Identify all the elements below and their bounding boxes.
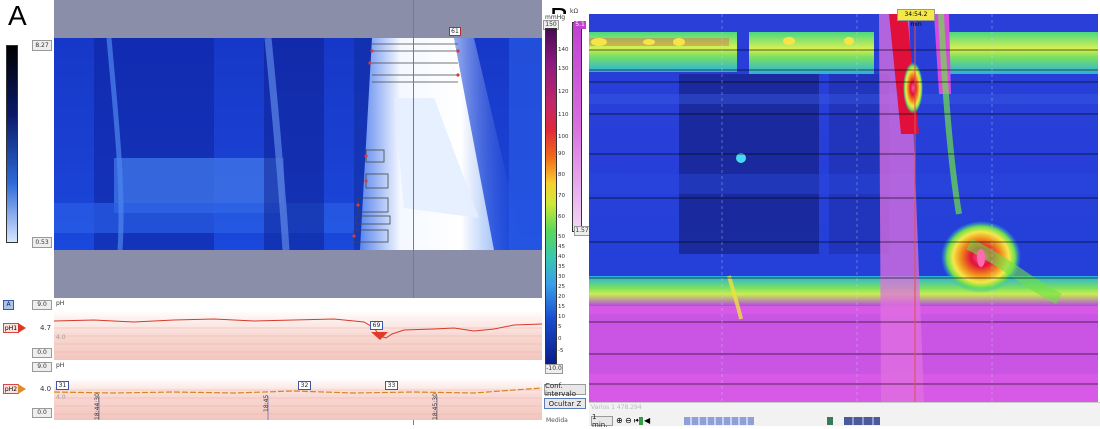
panel-a-label: A xyxy=(8,0,27,31)
ph2-trace-area[interactable]: pH 4.0 31 32 33 18:44:30 18:45 18:45:30 xyxy=(54,360,542,420)
tick-30: 30 xyxy=(558,274,565,280)
panel-a-top-band xyxy=(54,0,542,38)
impedance-bottom: 1.57 xyxy=(574,226,590,236)
ph1-channel-tag[interactable]: pH1 xyxy=(3,323,26,333)
marker-green[interactable] xyxy=(639,417,643,425)
ph2-bottom-value: 0.0 xyxy=(32,408,52,418)
ph2-arrow-icon xyxy=(18,384,26,394)
ph2-value: 4.0 xyxy=(40,385,52,393)
time-tag-text: 34:54.2 min xyxy=(904,11,928,28)
zoom-in-icon[interactable]: ⊕ xyxy=(616,416,623,425)
tick-0: 0 xyxy=(558,336,562,342)
ph1-arrow-icon xyxy=(18,323,26,333)
ph1-value: 4.7 xyxy=(40,324,52,332)
tick-35: 35 xyxy=(558,264,565,270)
faint-version-text: Varios 1 478.294 xyxy=(591,404,642,411)
color-scale-bar xyxy=(6,45,18,243)
tick-50: 50 xyxy=(558,234,565,240)
ph2-trace xyxy=(54,387,542,420)
ph2-channel-tag[interactable]: pH2 xyxy=(3,384,26,394)
ph2-marker-33[interactable]: 33 xyxy=(385,381,398,390)
zoom-out-icon[interactable]: ⊖ xyxy=(625,416,632,425)
ph2-threshold-label: 4.0 xyxy=(56,394,66,401)
tick-120: 120 xyxy=(558,89,569,95)
tick-10: 10 xyxy=(558,314,565,320)
tick-25: 25 xyxy=(558,284,565,290)
impedance-color-scale xyxy=(572,22,582,232)
time-cursor[interactable] xyxy=(413,0,414,425)
scale-bottom-value: 0.53 xyxy=(32,237,52,248)
previous-icon[interactable]: ◀ xyxy=(644,416,651,425)
pressure-color-scale xyxy=(545,28,557,366)
ph1-event-marker[interactable]: 69 xyxy=(370,321,383,330)
tick-70: 70 xyxy=(558,193,565,199)
marker-block-1[interactable] xyxy=(827,417,833,425)
time-tag[interactable]: 34:54.2 min xyxy=(897,9,935,28)
ph1-trace-area[interactable]: pH 4.0 69 xyxy=(54,298,542,360)
scale-top-value: 8.27 xyxy=(32,40,52,51)
time-label-1: 18:44:30 xyxy=(94,393,101,420)
topography-marker[interactable]: 61 xyxy=(449,27,461,36)
tick-60: 60 xyxy=(558,214,565,220)
ph1-badge[interactable]: A xyxy=(3,300,14,310)
tick-130: 130 xyxy=(558,66,569,72)
tick-45: 45 xyxy=(558,244,565,250)
marker-block-2[interactable] xyxy=(844,417,880,425)
hrm-toolbar: Varios 1 478.294 1 min. ⊕ ⊖ ⏮ ◀ xyxy=(589,402,1100,429)
ph1-threshold-label: 4.0 xyxy=(56,334,66,341)
bottom-left-label: Medida xyxy=(546,417,568,424)
ph2-top-value: 9.0 xyxy=(32,362,52,372)
ph1-axis-label: pH xyxy=(56,300,65,307)
tick-20: 20 xyxy=(558,294,565,300)
impedance-top: 5.1 xyxy=(574,21,586,29)
hide-z-button[interactable]: Ocultar Z xyxy=(544,398,586,409)
pressure-scale-min: -10.0 xyxy=(545,364,563,374)
ph2-name: pH2 xyxy=(3,384,19,394)
ph2-marker-32[interactable]: 32 xyxy=(298,381,311,390)
impedance-unit: kΩ xyxy=(570,8,579,15)
tick-80: 80 xyxy=(558,172,565,178)
tick-5: 5 xyxy=(558,324,562,330)
tick-40: 40 xyxy=(558,254,565,260)
pressure-unit: mmHg xyxy=(545,14,566,21)
tick-minus-5: -5 xyxy=(558,348,564,354)
ph2-marker-31[interactable]: 31 xyxy=(56,381,69,390)
panel-a-bottom-band xyxy=(54,250,542,298)
event-strip[interactable] xyxy=(684,417,754,425)
ph1-top-value: 9.0 xyxy=(32,300,52,310)
hrm-impedance-plot[interactable] xyxy=(589,14,1098,402)
time-label-3: 18:45:30 xyxy=(432,393,439,420)
pressure-topography-plot[interactable] xyxy=(54,38,542,250)
conf-interval-button[interactable]: Conf. intervalo xyxy=(544,382,586,398)
hrm-svg xyxy=(589,14,1098,402)
ph2-axis-label: pH xyxy=(56,362,65,369)
ph1-trace xyxy=(54,318,542,353)
ph1-name: pH1 xyxy=(3,323,19,333)
ph1-bottom-value: 0.0 xyxy=(32,348,52,358)
topography-svg xyxy=(54,38,542,250)
tick-15: 15 xyxy=(558,304,565,310)
pressure-scale-ticks: 140 130 120 110 100 90 80 70 60 50 45 40… xyxy=(558,40,574,365)
tick-100: 100 xyxy=(558,134,569,140)
time-label-2: 18:45 xyxy=(263,394,270,412)
first-page-icon[interactable]: ⏮ xyxy=(634,416,642,425)
tick-110: 110 xyxy=(558,112,569,118)
tick-140: 140 xyxy=(558,47,569,53)
tick-90: 90 xyxy=(558,151,565,157)
